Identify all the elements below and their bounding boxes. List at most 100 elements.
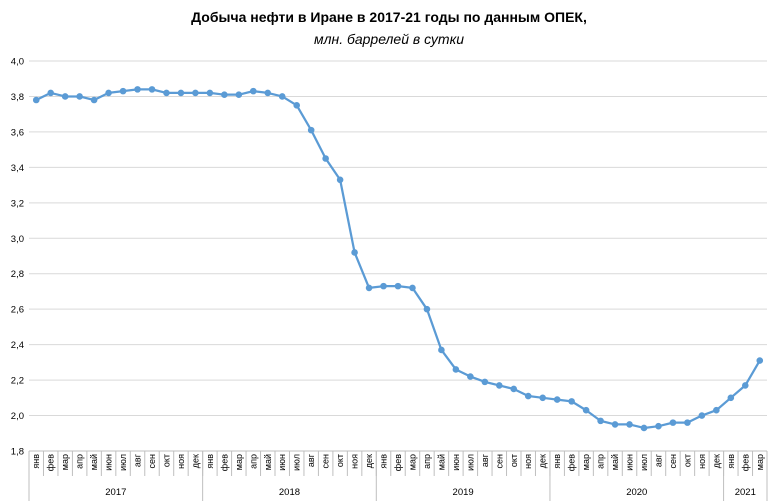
x-tick-label: янв [31,454,41,469]
data-point [582,406,590,414]
data-point [336,176,344,184]
data-point [539,394,547,402]
data-point [698,412,706,419]
data-point [611,421,619,428]
data-point [655,422,662,430]
x-tick-label: ноя [523,454,533,469]
data-point [452,366,460,373]
y-tick-label: 2,8 [11,269,24,280]
y-tick-label: 3,4 [11,163,24,174]
data-point [713,406,720,414]
x-tick-label: фев [393,454,403,471]
data-point [76,93,83,100]
x-tick-label: май [610,454,620,470]
series-line [35,88,761,430]
data-point [727,394,735,402]
data-point [249,87,257,95]
x-tick-label: июн [625,454,635,471]
y-axis-ticks: 1,8 2,0 2,2 2,4 2,6 2,8 3,0 3,2 3,4 3,6 3,8 4,0 [11,57,24,458]
y-tick-label: 3,2 [11,198,24,209]
x-tick-label: ноя [697,454,707,469]
x-tick-label: апр [248,454,258,469]
data-point [524,392,532,400]
year-label: 2017 [105,487,126,498]
x-tick-label: апр [596,454,606,469]
x-tick-label: авг [480,453,490,467]
x-tick-label: июл [118,454,128,471]
x-tick-label: янв [205,454,215,469]
data-point [47,89,55,97]
x-tick-label: сен [494,454,504,469]
data-point [177,89,185,97]
x-tick-label: дек [190,454,200,468]
data-point [264,89,272,97]
x-tick-label: мар [234,454,244,470]
data-point [90,96,98,104]
data-point [365,284,373,292]
x-tick-label: апр [422,454,432,469]
x-tick-label: дек [364,454,374,468]
year-label: 2018 [279,487,300,498]
data-point [423,305,431,313]
chart-title: Добыча нефти в Иране в 2017-21 годы по д… [191,9,587,25]
x-tick-label: июн [104,454,114,471]
x-tick-label: авг [306,453,316,467]
data-point [409,284,416,292]
data-point [351,249,358,256]
chart-subtitle: млн. баррелей в сутки [314,31,464,47]
x-tick-label: сен [321,454,331,469]
data-point [322,155,329,162]
data-point [597,417,604,425]
x-tick-label: июн [451,454,461,471]
x-axis: янв фев мар апр май июн июл авг сен окт ноя дек янв ф… [28,451,768,501]
x-tick-label: авг [653,453,663,467]
data-point [756,357,764,364]
data-point [684,419,691,426]
data-point [278,93,286,100]
x-tick-label: окт [161,454,171,467]
data-point [741,382,749,389]
data-point [192,89,199,97]
x-tick-label: май [436,454,446,470]
x-tick-label: авг [133,453,143,467]
y-tick-label: 3,6 [11,127,24,138]
x-tick-label: апр [75,454,85,469]
x-tick-label: мар [755,454,765,470]
x-tick-label: окт [335,454,345,467]
x-tick-label: окт [509,454,519,467]
x-tick-label: янв [552,454,562,469]
data-point [119,87,127,95]
x-tick-label: дек [538,454,548,468]
x-tick-label: ноя [176,454,186,469]
data-point [467,373,474,380]
x-tick-label: ноя [350,454,360,469]
data-point [206,89,214,97]
x-tick-label: фев [219,454,229,471]
data-point [481,378,489,386]
data-point [307,126,315,134]
data-point [626,421,633,428]
x-tick-label: дек [711,454,721,468]
data-point [221,91,228,98]
y-tick-label: 1,8 [11,447,24,458]
year-label: 2020 [626,487,647,498]
x-tick-label: янв [726,454,736,469]
x-tick-label: июл [639,454,649,471]
data-point [61,93,69,100]
data-point [134,86,141,93]
x-tick-label: фев [567,454,577,471]
x-tick-label: окт [682,454,692,467]
year-label: 2021 [735,487,756,498]
x-tick-label: фев [46,454,56,471]
data-point [495,382,503,389]
x-tick-label: июн [277,454,287,471]
y-tick-label: 2,0 [11,411,24,422]
x-tick-label: мар [60,454,70,470]
data-point [510,385,518,393]
y-tick-label: 4,0 [11,57,24,68]
y-tick-label: 3,8 [11,92,24,103]
data-point [380,282,387,290]
gridlines [29,60,767,452]
data-point [163,89,170,97]
